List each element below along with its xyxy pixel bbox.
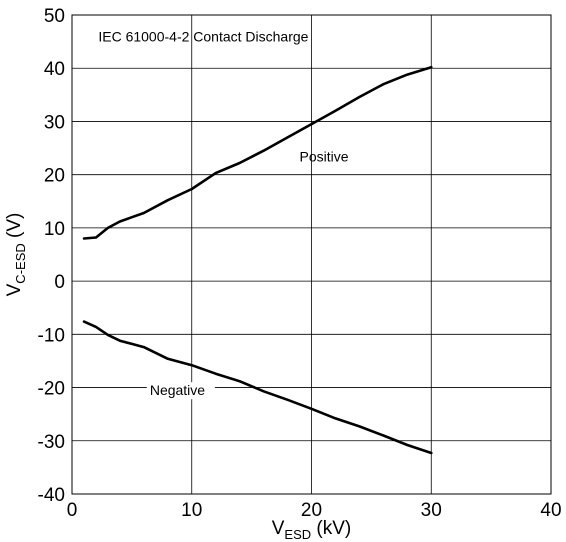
x-tick-label: 30 [421,500,442,521]
y-axis-label-unit: (V) [4,213,25,244]
y-axis-label-main: V [4,283,25,296]
x-axis-label-unit: (kV) [311,518,351,539]
y-tick-label: -10 [38,325,65,346]
x-axis-label-main: V [272,518,285,539]
y-tick-label: 30 [44,112,65,133]
tick-labels: 0 10 20 30 40 -40 -30 -20 -10 0 10 20 30 40 50 [38,6,562,521]
y-tick-label: -40 [38,485,65,506]
y-tick-label: -20 [38,379,65,400]
y-tick-label: 20 [44,166,65,187]
y-axis-label-sub: C-ESD [13,243,28,283]
y-tick-label: 10 [44,219,65,240]
x-axis-label-sub: ESD [284,527,311,542]
y-tick-label: 0 [54,272,65,293]
x-tick-label: 0 [67,500,78,521]
x-tick-label: 40 [540,500,561,521]
x-tick-label: 20 [301,500,322,521]
y-tick-label: -30 [38,432,65,453]
series-layer [82,65,433,455]
x-tick-label: 10 [181,500,202,521]
negative-label-background [146,382,215,400]
annotation-text: IEC 61000-4-2 Contact Discharge [98,28,308,44]
series-line-positive [82,65,433,240]
y-tick-label: 50 [44,6,65,27]
y-axis-label: VC-ESD (V) [4,213,28,297]
plot-frame [71,14,552,495]
grid [71,14,552,495]
y-tick-label: 40 [44,59,65,80]
x-axis-label: VESD (kV) [272,518,352,542]
series-label-positive: Positive [300,149,349,165]
series-labels: Positive Negative [146,149,349,400]
series-line-negative [82,320,433,455]
series-label-negative: Negative [150,382,205,398]
